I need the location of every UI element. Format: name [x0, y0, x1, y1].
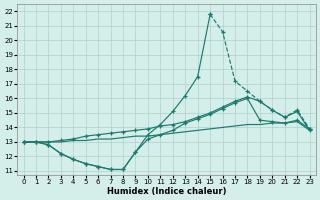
X-axis label: Humidex (Indice chaleur): Humidex (Indice chaleur)	[107, 187, 226, 196]
